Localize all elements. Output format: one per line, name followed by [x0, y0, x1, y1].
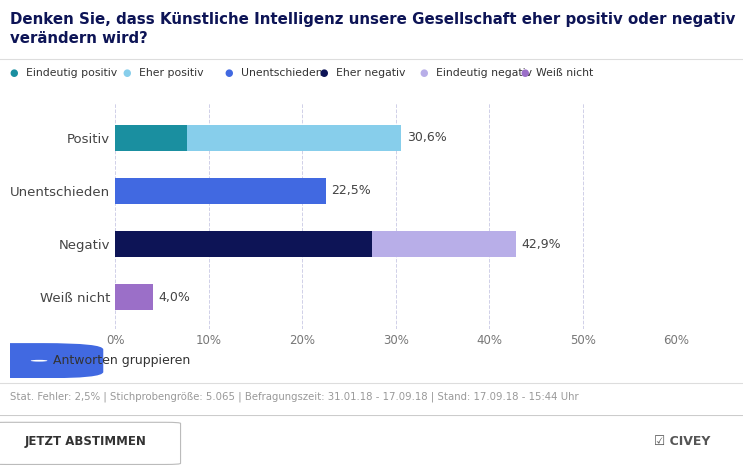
FancyBboxPatch shape [0, 423, 181, 464]
Text: Denken Sie, dass Künstliche Intelligenz unsere Gesellschaft eher positiv oder ne: Denken Sie, dass Künstliche Intelligenz … [10, 12, 735, 27]
Bar [115, 284, 152, 310]
Text: 22,5%: 22,5% [331, 185, 371, 197]
Text: ●: ● [10, 68, 18, 78]
Text: Stat. Fehler: 2,5% | Stichprobengröße: 5.065 | Befragungszeit: 31.01.18 - 17.09.: Stat. Fehler: 2,5% | Stichprobengröße: 5… [10, 391, 578, 401]
Text: verändern wird?: verändern wird? [10, 31, 147, 46]
Bar [187, 125, 401, 151]
Text: JETZT ABSTIMMEN: JETZT ABSTIMMEN [25, 435, 146, 447]
Text: ●: ● [520, 68, 528, 78]
Text: Eindeutig negativ: Eindeutig negativ [436, 68, 532, 78]
FancyBboxPatch shape [0, 343, 103, 378]
Text: Eher positiv: Eher positiv [139, 68, 204, 78]
Text: Antworten gruppieren: Antworten gruppieren [53, 354, 190, 367]
Bar [115, 125, 187, 151]
Text: Weiß nicht: Weiß nicht [536, 68, 594, 78]
Text: ●: ● [224, 68, 233, 78]
Bar [372, 231, 516, 258]
Text: 42,9%: 42,9% [522, 237, 562, 251]
Circle shape [30, 360, 48, 361]
Text: ☑ CIVEY: ☑ CIVEY [654, 435, 710, 447]
Text: 30,6%: 30,6% [407, 132, 447, 144]
Text: ●: ● [123, 68, 131, 78]
Bar [115, 178, 325, 204]
Text: ●: ● [420, 68, 428, 78]
Text: 4,0%: 4,0% [158, 290, 190, 304]
Text: Unentschieden: Unentschieden [241, 68, 322, 78]
Bar [115, 231, 372, 258]
Text: ●: ● [319, 68, 328, 78]
Text: Eher negativ: Eher negativ [336, 68, 405, 78]
Text: Eindeutig positiv: Eindeutig positiv [26, 68, 117, 78]
